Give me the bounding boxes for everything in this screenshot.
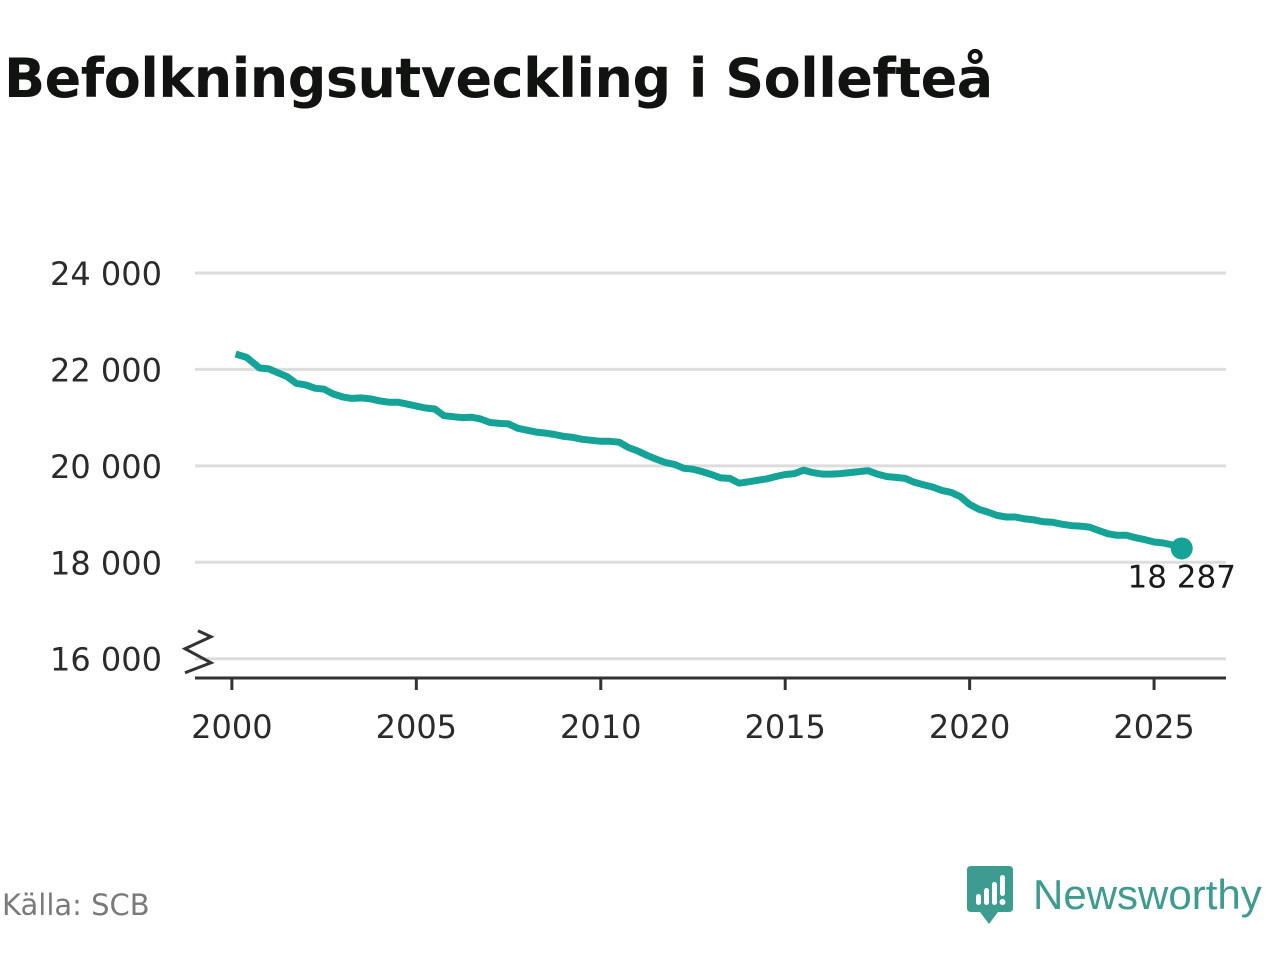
- y-tick-label: 20 000: [50, 448, 162, 486]
- x-tick-label: 2000: [191, 708, 272, 746]
- y-tick-label: 16 000: [50, 641, 162, 679]
- x-tick-label: 2015: [744, 708, 825, 746]
- x-tick-label: 2025: [1113, 708, 1194, 746]
- data-series: [234, 350, 1183, 552]
- x-tick-label: 2010: [560, 708, 641, 746]
- x-tick-label: 2005: [376, 708, 457, 746]
- newsworthy-logo-icon: [967, 866, 1013, 924]
- grid-lines: [195, 271, 1226, 661]
- x-axis: [181, 629, 1226, 690]
- end-value-label: 18 287: [1127, 559, 1235, 595]
- chart-title: Befolkningsutveckling i Sollefteå: [4, 47, 993, 110]
- end-point-marker: [1170, 537, 1193, 560]
- y-tick-label: 24 000: [50, 255, 162, 293]
- end-annotation: 18 287: [1127, 537, 1236, 595]
- population-line: [234, 350, 1183, 552]
- y-tick-label: 22 000: [50, 351, 162, 389]
- brand-name: Newsworthy: [1033, 871, 1262, 918]
- brand-footer: Newsworthy: [965, 864, 1262, 926]
- source-credit: Källa: SCB: [2, 888, 150, 922]
- y-tick-label: 18 000: [50, 544, 162, 582]
- y-axis-break: [181, 629, 215, 675]
- x-tick-label: 2020: [929, 708, 1010, 746]
- x-axis-tick-labels: 2000 2005 2010 2015 2020 2025: [191, 708, 1195, 746]
- y-axis-tick-labels: 16 000 18 000 20 000 22 000 24 000: [50, 255, 162, 679]
